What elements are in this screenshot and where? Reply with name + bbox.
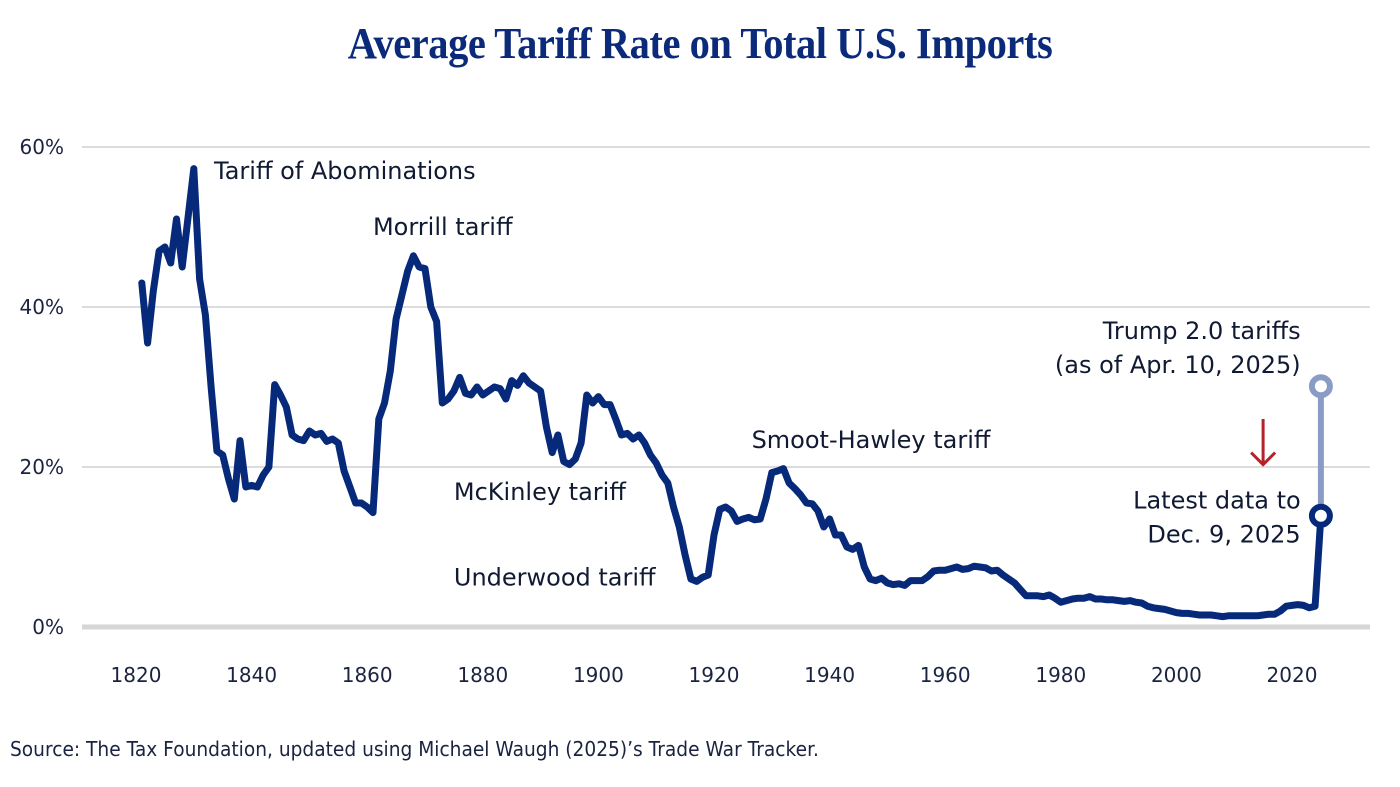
x-axis-ticks: 1820 1840 1860 1880 1900 1920 1940 1960 1980 2000…	[111, 663, 1318, 687]
annotation-line: Dec. 9, 2025	[1147, 521, 1300, 549]
x-tick-label: 1980	[1035, 663, 1086, 687]
annotations: Tariff of Abominations Morrill tariff McKi…	[213, 157, 1301, 591]
x-tick-label: 1880	[457, 663, 508, 687]
annotation-line: Smoot-Hawley tariff	[752, 426, 991, 454]
annotation-underwood: Underwood tariff	[454, 563, 656, 591]
annotation-smoot-hawley: Smoot-Hawley tariff	[752, 426, 991, 454]
decline-arrow	[1250, 419, 1277, 467]
series-lines	[138, 165, 1325, 621]
x-tick-label: 1900	[573, 663, 624, 687]
annotation-morrill: Morrill tariff	[373, 213, 513, 241]
x-tick-label: 1820	[111, 663, 162, 687]
annotation-line: McKinley tariff	[454, 478, 626, 506]
y-tick-label: 40%	[20, 295, 64, 319]
annotation-line: (as of Apr. 10, 2025)	[1055, 351, 1301, 379]
annotation-line: Trump 2.0 tariffs	[1102, 317, 1301, 345]
source-note: Source: The Tax Foundation, updated usin…	[10, 737, 819, 761]
x-tick-label: 2000	[1151, 663, 1202, 687]
annotation-trump: Trump 2.0 tariffs (as of Apr. 10, 2025)	[1055, 317, 1301, 379]
grid-lines	[82, 146, 1370, 630]
x-tick-label: 1960	[920, 663, 971, 687]
arrow-down-icon	[1250, 451, 1277, 467]
y-tick-label: 0%	[32, 615, 64, 639]
annotation-line: Underwood tariff	[454, 563, 656, 591]
y-tick-label: 20%	[20, 455, 64, 479]
trump-2-0-marker	[1308, 374, 1333, 399]
x-tick-label: 1840	[226, 663, 277, 687]
annotation-line: Morrill tariff	[373, 213, 513, 241]
annotation-line: Latest data to	[1133, 487, 1301, 515]
x-tick-label: 1920	[689, 663, 740, 687]
annotation-abominations: Tariff of Abominations	[213, 157, 476, 185]
annotation-mckinley: McKinley tariff	[454, 478, 626, 506]
series-line-historical	[138, 165, 1325, 621]
x-tick-label: 1940	[804, 663, 855, 687]
y-tick-label: 60%	[20, 135, 64, 159]
annotation-line: Tariff of Abominations	[213, 157, 476, 185]
latest-data-marker	[1308, 503, 1333, 528]
chart-title: Average Tariff Rate on Total U.S. Import…	[347, 19, 1053, 68]
x-tick-label: 1860	[342, 663, 393, 687]
x-tick-label: 2020	[1267, 663, 1318, 687]
y-axis-ticks: 0% 20% 40% 60%	[20, 135, 64, 639]
point-markers	[1308, 374, 1333, 528]
annotation-latest: Latest data to Dec. 9, 2025	[1133, 487, 1301, 549]
